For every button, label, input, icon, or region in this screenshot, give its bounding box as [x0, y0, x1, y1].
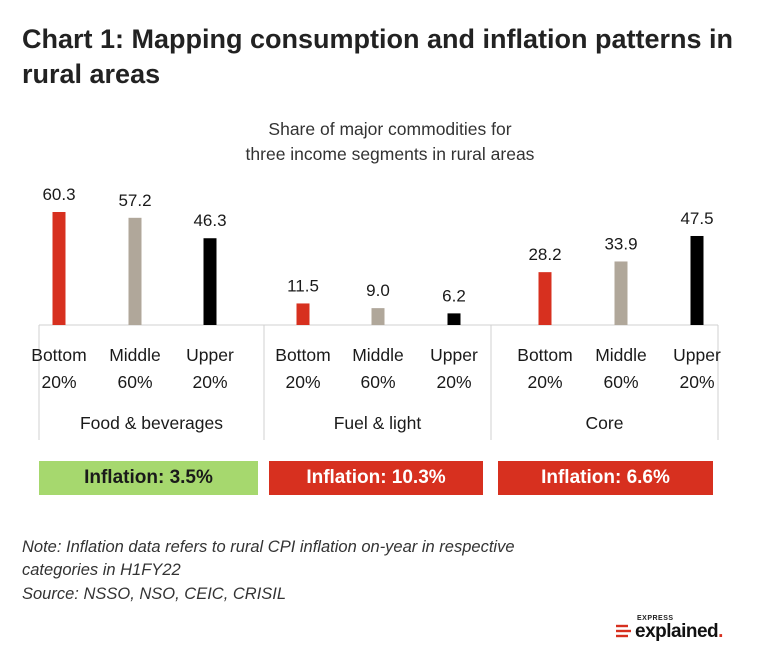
bar-food-beverages-bottom [52, 212, 66, 325]
inflation-badge-food: Inflation: 3.5% [39, 461, 258, 495]
bar-chart: 60.3 Bottom 20% 57.2 Middle 60% 46.3 Upper 20% Fo… [31, 185, 721, 440]
tick-label-core-bottom: Bottom [517, 345, 572, 365]
tick-label-core-upper: Upper [673, 345, 721, 365]
tick-label-food-beverages-middle-pct: 60% [117, 372, 152, 392]
tick-label-food-beverages-bottom-pct: 20% [41, 372, 76, 392]
chart-subtitle-line1: Share of major commodities for [268, 119, 512, 139]
tick-label-food-beverages-upper: Upper [186, 345, 234, 365]
data-label-fuel-light-bottom: 11.5 [287, 276, 319, 295]
data-label-food-beverages-middle: 57.2 [118, 191, 151, 210]
data-label-core-bottom: 28.2 [528, 245, 561, 264]
data-label-food-beverages-upper: 46.3 [193, 211, 226, 230]
tick-label-fuel-light-bottom-pct: 20% [285, 372, 320, 392]
data-label-core-upper: 47.5 [680, 209, 713, 228]
express-explained-logo: EXPRESS explained. [615, 615, 745, 647]
note-line2: categories in H1FY22 [22, 561, 181, 579]
chart-title: Chart 1: Mapping consumption and inflati… [22, 24, 733, 89]
inflation-badge-core: Inflation: 6.6% [498, 461, 713, 495]
bar-core-bottom [538, 272, 552, 325]
data-label-fuel-light-upper: 6.2 [442, 286, 466, 305]
bar-food-beverages-middle [128, 217, 142, 325]
tick-label-food-beverages-upper-pct: 20% [192, 372, 227, 392]
tick-label-fuel-light-middle-pct: 60% [360, 372, 395, 392]
chart-subtitle-line2: three income segments in rural areas [245, 144, 535, 164]
bar-core-middle [614, 261, 628, 325]
bar-fuel-light-middle [371, 308, 385, 325]
bar-fuel-light-bottom [296, 303, 310, 325]
tick-label-fuel-light-middle: Middle [352, 345, 404, 365]
group-label-food-beverages: Food & beverages [80, 413, 223, 433]
group-label-core: Core [586, 413, 624, 433]
logo-express-text: EXPRESS [637, 615, 674, 622]
data-label-fuel-light-middle: 9.0 [366, 281, 390, 300]
tick-label-fuel-light-upper-pct: 20% [436, 372, 471, 392]
group-label-fuel-light: Fuel & light [334, 413, 422, 433]
tick-label-core-upper-pct: 20% [679, 372, 714, 392]
logo-stripes-icon [616, 624, 631, 638]
tick-label-core-bottom-pct: 20% [527, 372, 562, 392]
tick-label-fuel-light-bottom: Bottom [275, 345, 330, 365]
bar-food-beverages-upper [203, 238, 217, 325]
tick-label-core-middle: Middle [595, 345, 647, 365]
tick-label-food-beverages-middle: Middle [109, 345, 161, 365]
note-line1: Note: Inflation data refers to rural CPI… [22, 538, 515, 556]
bar-fuel-light-upper [447, 313, 461, 325]
tick-label-fuel-light-upper: Upper [430, 345, 478, 365]
source-line: Source: NSSO, NSO, CEIC, CRISIL [22, 585, 287, 603]
inflation-badge-fuel: Inflation: 10.3% [269, 461, 483, 495]
tick-label-food-beverages-bottom: Bottom [31, 345, 86, 365]
data-label-core-middle: 33.9 [604, 234, 637, 253]
logo-explained-text: explained. [635, 621, 723, 642]
bar-core-upper [690, 235, 704, 325]
tick-label-core-middle-pct: 60% [603, 372, 638, 392]
data-label-food-beverages-bottom: 60.3 [42, 185, 75, 204]
